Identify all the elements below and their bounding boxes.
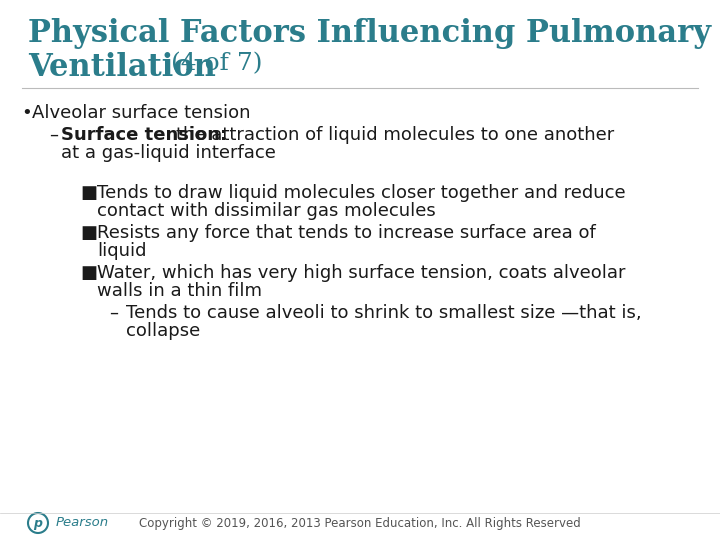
Text: ■: ■ <box>81 224 98 242</box>
Text: Copyright © 2019, 2016, 2013 Pearson Education, Inc. All Rights Reserved: Copyright © 2019, 2016, 2013 Pearson Edu… <box>139 516 581 530</box>
Text: ■: ■ <box>81 264 98 282</box>
Text: •: • <box>22 104 32 122</box>
Text: –: – <box>49 125 58 144</box>
Text: liquid: liquid <box>97 242 147 260</box>
Text: Surface tension:: Surface tension: <box>61 125 228 144</box>
Text: ■: ■ <box>81 184 98 202</box>
Text: contact with dissimilar gas molecules: contact with dissimilar gas molecules <box>97 202 436 220</box>
Text: (4 of 7): (4 of 7) <box>163 52 263 75</box>
Text: Physical Factors Influencing Pulmonary: Physical Factors Influencing Pulmonary <box>28 18 711 49</box>
Text: Pearson: Pearson <box>56 516 109 530</box>
Text: Water, which has very high surface tension, coats alveolar: Water, which has very high surface tensi… <box>97 264 626 282</box>
Text: Tends to draw liquid molecules closer together and reduce: Tends to draw liquid molecules closer to… <box>97 184 626 202</box>
Text: –: – <box>109 304 118 322</box>
Text: the attraction of liquid molecules to one another: the attraction of liquid molecules to on… <box>176 125 615 144</box>
Text: collapse: collapse <box>126 322 200 341</box>
Circle shape <box>28 513 48 533</box>
Text: p: p <box>34 516 42 530</box>
Text: Alveolar surface tension: Alveolar surface tension <box>32 104 251 122</box>
Text: Tends to cause alveoli to shrink to smallest size —that is,: Tends to cause alveoli to shrink to smal… <box>126 304 642 322</box>
Text: Ventilation: Ventilation <box>28 52 216 83</box>
Text: Resists any force that tends to increase surface area of: Resists any force that tends to increase… <box>97 224 596 242</box>
Text: walls in a thin film: walls in a thin film <box>97 282 262 300</box>
Text: at a gas-liquid interface: at a gas-liquid interface <box>61 144 276 162</box>
